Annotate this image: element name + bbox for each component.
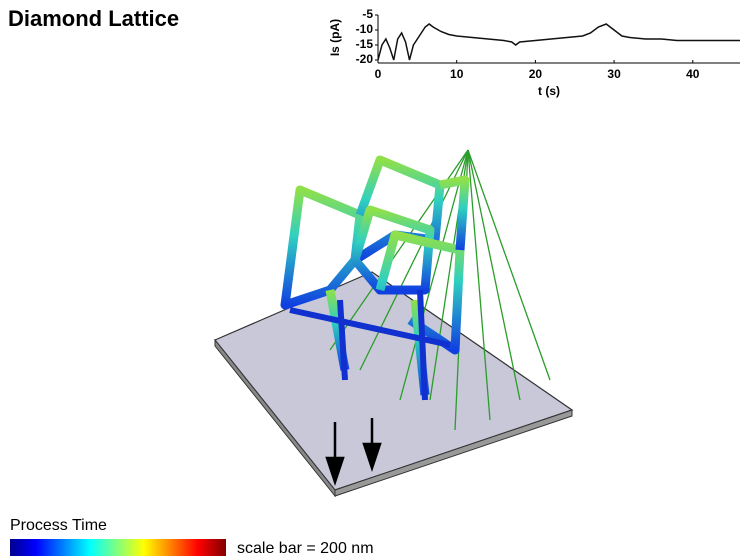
y-tick-label: -10 <box>356 22 374 36</box>
scale-bar: scale bar = 200 nm <box>237 540 374 557</box>
x-tick-label: 30 <box>607 67 621 81</box>
y-tick-label: -20 <box>356 52 374 66</box>
x-tick-label: 0 <box>375 67 382 81</box>
title: Diamond Lattice <box>8 6 179 31</box>
figure: Diamond Lattice -5-10-15-200 10 20 30 40 t (s… <box>0 0 741 558</box>
y-tick-label: -5 <box>362 7 373 21</box>
rendering <box>215 150 572 496</box>
colorbar-label: Process Time <box>10 517 107 534</box>
current-plot: -5-10-15-200 10 20 30 40 t (s) Is (pA) <box>328 7 740 98</box>
line <box>378 24 740 60</box>
y-tick-label: -15 <box>356 37 374 51</box>
x-axis-label: t (s) <box>538 84 560 98</box>
y-axis-label: Is (pA) <box>328 19 342 56</box>
colorbar <box>10 539 226 556</box>
substrate <box>215 272 572 490</box>
x-tick-label: 20 <box>529 67 543 81</box>
x-tick-label: 10 <box>450 67 464 81</box>
x-tick-label: 40 <box>686 67 700 81</box>
